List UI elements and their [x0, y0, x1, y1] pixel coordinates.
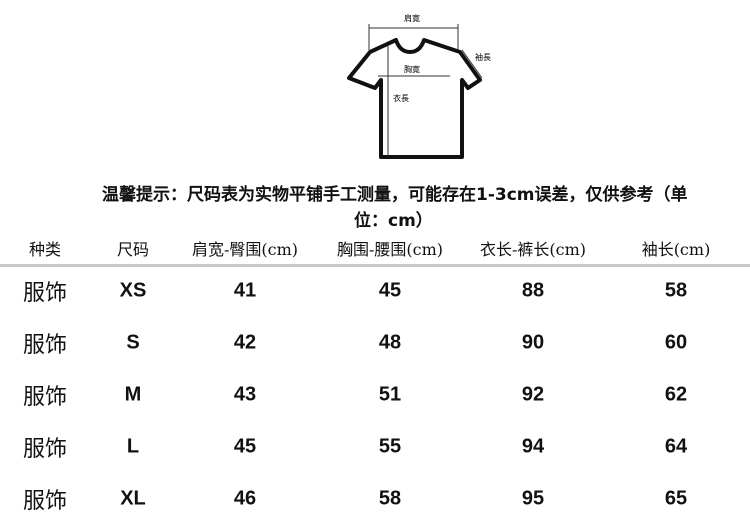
cell-size: XL — [120, 487, 146, 510]
tshirt-measurement-diagram: 肩寛 胸寛 衣長 袖長 — [347, 13, 491, 159]
cell-shoulder-hip: 46 — [233, 487, 257, 510]
cell-category: 服饰 — [22, 333, 68, 358]
column-header-sleeve: 袖长(cm) — [641, 240, 711, 259]
cell-shoulder-hip: 41 — [233, 279, 257, 302]
column-header-length: 衣长-裤长(cm) — [479, 240, 587, 259]
column-header-chest-waist: 胸围-腰围(cm) — [336, 240, 444, 259]
cell-sleeve: 58 — [664, 279, 688, 302]
cell-chest-waist: 58 — [378, 487, 402, 510]
column-header-shoulder-hip: 肩宽-臀围(cm) — [191, 240, 299, 259]
cell-chest-waist: 55 — [378, 435, 402, 458]
cell-length: 94 — [521, 435, 545, 458]
cell-chest-waist: 51 — [378, 383, 402, 406]
cell-size: L — [126, 435, 140, 458]
cell-category: 服饰 — [22, 385, 68, 410]
column-header-category: 种类 — [28, 240, 62, 259]
cell-shoulder-hip: 43 — [233, 383, 257, 406]
header-divider — [0, 264, 750, 267]
cell-category: 服饰 — [22, 437, 68, 462]
sleeve-label: 袖長 — [475, 52, 491, 62]
cell-shoulder-hip: 45 — [233, 435, 257, 458]
notice-line-1: 温馨提示：尺码表为实物平铺手工测量，可能存在1-3cm误差，仅供参考（单 — [102, 185, 688, 205]
cell-size: XS — [119, 279, 147, 302]
chest-label: 胸寛 — [404, 64, 420, 74]
cell-chest-waist: 45 — [378, 279, 402, 302]
cell-sleeve: 60 — [664, 331, 688, 354]
column-header-size: 尺码 — [116, 240, 150, 259]
cell-sleeve: 65 — [664, 487, 688, 510]
cell-length: 92 — [521, 383, 545, 406]
cell-size: S — [126, 331, 140, 354]
cell-size: M — [124, 383, 142, 406]
cell-length: 88 — [521, 279, 545, 302]
cell-sleeve: 64 — [664, 435, 688, 458]
cell-sleeve: 62 — [664, 383, 688, 406]
cell-chest-waist: 48 — [378, 331, 402, 354]
tshirt-outline — [347, 38, 482, 159]
cell-shoulder-hip: 42 — [233, 331, 257, 354]
notice-line-2: 位：cm） — [354, 211, 433, 231]
cell-category: 服饰 — [22, 281, 68, 306]
cell-length: 90 — [521, 331, 545, 354]
shoulder-label: 肩寛 — [404, 13, 420, 23]
cell-length: 95 — [521, 487, 545, 510]
cell-category: 服饰 — [22, 489, 68, 514]
length-label: 衣長 — [393, 93, 409, 103]
